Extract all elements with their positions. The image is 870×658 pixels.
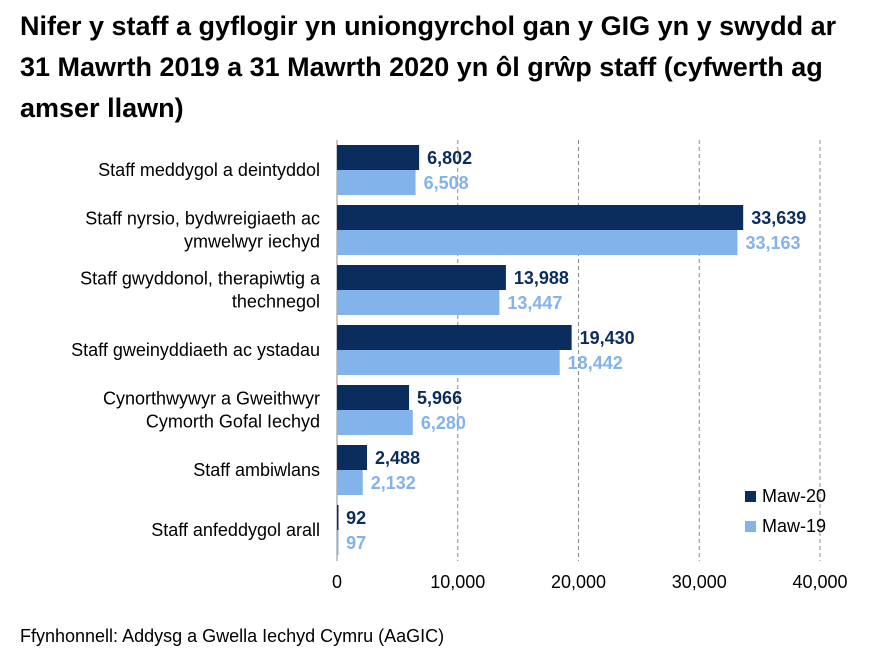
category-label: Cymorth Gofal Iechyd [146,412,320,432]
category-label: Staff gweinyddiaeth ac ystadau [71,340,320,360]
category-label: thechnegol [232,292,320,312]
legend-label: Maw-19 [762,516,826,536]
source-note: Ffynhonnell: Addysg a Gwella Iechyd Cymr… [20,626,445,646]
data-label: 18,442 [568,353,623,373]
bar-chart: 0 10,000 20,000 30,000 40,000 6,802 6,508 Staff… [71,140,848,592]
category-label: Cynorthwywyr a Gweithwyr [103,389,320,409]
category-label: Staff anfeddygol arall [151,520,320,540]
chart-title: Nifer y staff a gyflogir yn uniongyrchol… [20,11,837,123]
x-tick-label: 30,000 [672,572,727,592]
bar-maw-20 [337,505,339,530]
data-label: 33,163 [745,233,800,253]
data-label: 92 [346,508,366,528]
data-label: 33,639 [751,208,806,228]
data-label: 6,508 [424,173,469,193]
data-label: 5,966 [417,388,462,408]
x-tick-label: 10,000 [430,572,485,592]
bar-maw-19 [337,290,500,315]
category-label: Staff nyrsio, bydwreigiaeth ac [85,209,320,229]
category-label: Staff ambiwlans [193,460,320,480]
legend-label: Maw-20 [762,486,826,506]
bar-maw-20 [337,325,572,350]
data-label: 6,280 [421,413,466,433]
data-label: 2,132 [371,473,416,493]
bar-maw-20 [337,445,368,470]
bar-maw-20 [337,205,744,230]
bar-maw-19 [337,470,363,495]
data-label: 13,988 [514,268,569,288]
x-tick-label: 0 [332,572,342,592]
bar-maw-19 [337,230,738,255]
legend-swatch [745,491,756,502]
category-label: Staff gwyddonol, therapiwtig a [80,269,321,289]
legend-swatch [745,521,756,532]
bar-maw-19 [337,410,413,435]
bar-maw-19 [337,350,560,375]
x-tick-label: 20,000 [551,572,606,592]
bar-maw-19 [337,530,339,555]
bar-maw-20 [337,385,410,410]
category-label: ymwelwyr iechyd [184,232,320,252]
bar-maw-20 [337,145,420,170]
data-label: 13,447 [507,293,562,313]
bar-maw-20 [337,265,506,290]
data-label: 6,802 [427,148,472,168]
data-label: 97 [346,533,366,553]
bar-maw-19 [337,170,416,195]
x-tick-label: 40,000 [792,572,847,592]
data-label: 2,488 [375,448,420,468]
category-label: Staff meddygol a deintyddol [98,160,320,180]
data-label: 19,430 [580,328,635,348]
